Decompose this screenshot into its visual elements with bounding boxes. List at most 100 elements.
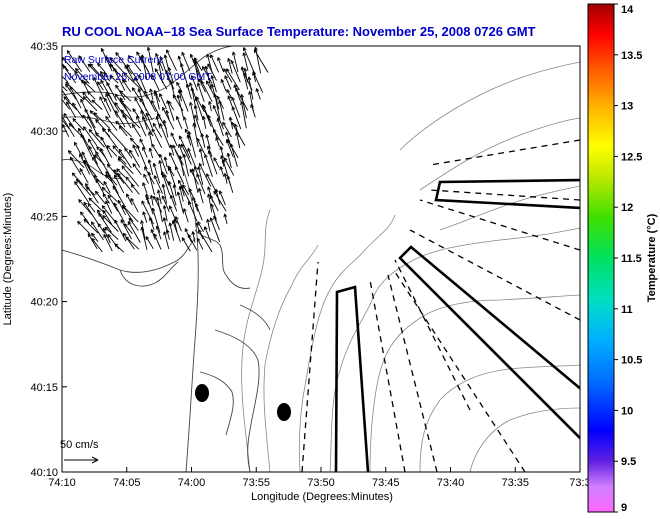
x-tick-label: 73:45	[372, 477, 400, 489]
shoreline	[62, 46, 233, 98]
current-vector	[181, 237, 191, 252]
wedge	[334, 285, 370, 472]
current-vector	[162, 217, 169, 234]
current-vector	[220, 78, 227, 92]
range-line	[419, 199, 580, 251]
current-vector	[242, 47, 255, 73]
current-vector	[125, 176, 134, 187]
current-vector	[100, 71, 112, 92]
current-vector	[163, 231, 170, 250]
current-vector	[147, 159, 154, 176]
current-vector	[120, 100, 132, 112]
range-line	[394, 259, 471, 411]
current-vector	[242, 52, 249, 71]
current-vector	[89, 110, 99, 120]
current-vector	[230, 60, 241, 83]
current-vector	[82, 126, 98, 147]
plot-area	[62, 46, 580, 472]
current-vector	[145, 112, 153, 129]
coastline	[62, 46, 271, 472]
current-vector	[127, 221, 141, 243]
current-vector	[90, 221, 104, 241]
current-vector	[166, 49, 178, 71]
range-line	[387, 274, 438, 472]
current-vector	[189, 102, 197, 128]
x-tick-label: 73:55	[242, 477, 270, 489]
current-vector	[206, 218, 211, 232]
y-tick-label: 40:35	[30, 41, 58, 53]
current-vector	[205, 134, 211, 150]
current-vector	[206, 53, 213, 74]
current-vector	[115, 52, 133, 75]
current-vector	[233, 84, 242, 102]
current-vector	[210, 54, 220, 73]
current-vector	[226, 152, 232, 169]
current-vector	[63, 113, 75, 129]
current-vector	[125, 236, 140, 250]
current-vector	[104, 97, 112, 112]
colorbar-ticks: 14 13.5 13 12.5 12 11.5 11 10.5 10 9.5 9	[614, 3, 642, 514]
current-vector	[87, 202, 96, 213]
current-vector	[223, 173, 228, 184]
current-vector	[121, 165, 140, 187]
current-vector	[168, 100, 175, 111]
bathymetry-contours	[241, 61, 580, 472]
contour-line	[329, 227, 580, 472]
current-vector	[79, 168, 89, 184]
current-vector	[147, 131, 153, 147]
current-vector	[189, 53, 199, 74]
range-line	[429, 139, 580, 166]
current-vector	[193, 114, 204, 140]
current-vector	[207, 186, 214, 202]
current-vector	[167, 165, 175, 177]
current-vector	[177, 89, 182, 102]
current-vector	[226, 68, 240, 91]
current-vector	[93, 154, 105, 166]
contour-line	[469, 407, 580, 472]
current-vector	[140, 220, 146, 240]
current-vector	[227, 95, 234, 109]
current-vector	[162, 106, 175, 130]
contour-line	[263, 244, 319, 472]
current-vector	[154, 68, 168, 90]
current-vector	[124, 147, 133, 159]
wedge	[398, 245, 580, 440]
current-vector	[176, 191, 185, 214]
shoreline	[62, 237, 196, 273]
current-vector	[105, 56, 117, 73]
radar-range-lines	[301, 139, 580, 472]
current-vector	[143, 173, 149, 184]
current-vector	[197, 166, 204, 185]
current-vector	[151, 128, 163, 149]
current-vector	[224, 75, 232, 90]
current-vector	[197, 221, 204, 233]
current-vector	[132, 163, 142, 176]
current-vector	[203, 226, 212, 243]
current-vector	[184, 228, 192, 243]
y-tick-label: 40:20	[30, 297, 58, 309]
current-vector	[96, 146, 106, 158]
x-tick-label: 73:3	[569, 477, 590, 489]
shoreline	[119, 261, 179, 287]
current-vector	[122, 204, 139, 223]
current-vector	[165, 110, 170, 121]
current-vector	[228, 116, 234, 130]
wedge	[434, 178, 580, 210]
current-vector	[243, 68, 248, 83]
y-tick-label: 40:30	[30, 126, 58, 138]
current-vector	[104, 226, 119, 240]
current-vector	[87, 138, 99, 156]
current-vector	[222, 121, 232, 138]
current-vector	[62, 117, 70, 129]
contour-line	[298, 214, 396, 472]
current-vector	[91, 237, 103, 253]
current-vector	[177, 55, 184, 73]
current-vector	[155, 116, 161, 129]
range-line	[394, 271, 526, 472]
current-vector	[122, 79, 132, 93]
current-vector	[208, 101, 212, 112]
current-vector	[107, 234, 120, 250]
current-vector	[62, 89, 70, 102]
current-vector	[156, 189, 162, 205]
current-vector	[223, 157, 235, 176]
